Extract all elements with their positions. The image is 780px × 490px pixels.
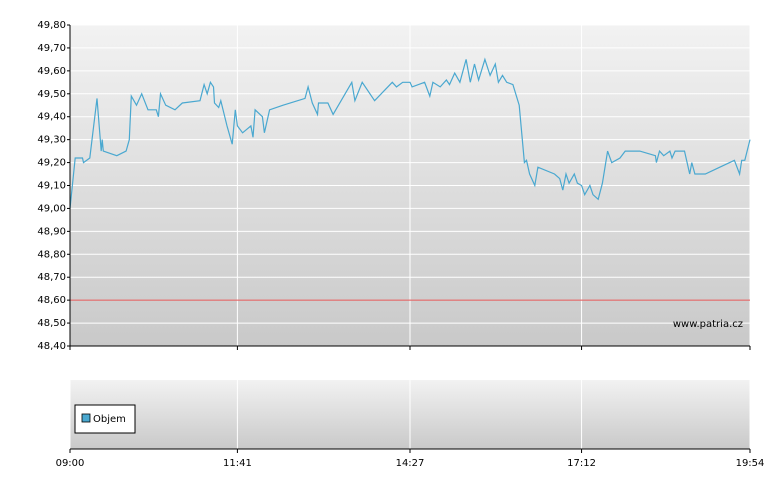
y-tick-label: 49,10 xyxy=(37,181,66,192)
y-tick-label: 49,40 xyxy=(37,112,66,123)
legend-label: Objem xyxy=(93,414,126,425)
x-tick-label: 19:54 xyxy=(736,458,765,469)
y-tick-label: 48,50 xyxy=(37,318,66,329)
x-tick-label: 09:00 xyxy=(56,458,85,469)
y-tick-label: 49,50 xyxy=(37,89,66,100)
y-tick-label: 48,70 xyxy=(37,272,66,283)
y-tick-label: 49,70 xyxy=(37,43,66,54)
y-tick-label: 48,80 xyxy=(37,249,66,260)
legend-swatch xyxy=(81,413,91,423)
x-tick-label: 17:12 xyxy=(567,458,596,469)
y-tick-label: 49,00 xyxy=(37,203,66,214)
price-line xyxy=(69,57,751,209)
watermark: www.patria.cz xyxy=(673,319,743,330)
x-tick-label: 14:27 xyxy=(396,458,425,469)
y-tick-label: 49,80 xyxy=(37,20,66,31)
y-tick-label: 48,60 xyxy=(37,295,66,306)
y-tick-label: 49,20 xyxy=(37,158,66,169)
y-tick-label: 48,40 xyxy=(37,341,66,352)
y-tick-label: 48,90 xyxy=(37,226,66,237)
y-tick-label: 49,30 xyxy=(37,135,66,146)
grid xyxy=(69,24,751,449)
y-tick-label: 49,60 xyxy=(37,66,66,77)
x-tick-label: 11:41 xyxy=(223,458,252,469)
